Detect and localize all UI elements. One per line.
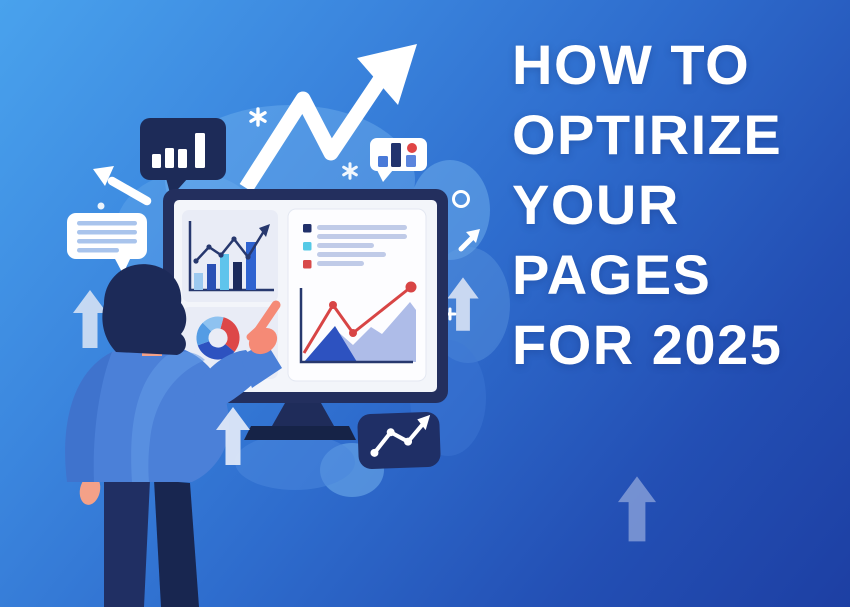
person-right-leg [154, 480, 199, 607]
dashboard-donut-chart [196, 316, 240, 360]
person-left-leg [104, 480, 150, 607]
person-pointing-hand [240, 300, 282, 388]
dashboard-area-chart [299, 281, 417, 364]
headline-line-5: FOR 2025 [512, 313, 783, 376]
headline: HOW TO OPTIRIZE YOUR PAGES FOR 2025 [512, 30, 850, 380]
headline-line-2: OPTIRIZE [512, 103, 783, 166]
circle-ring-icon [452, 190, 470, 208]
up-arrow-icon [617, 476, 657, 542]
up-arrow-icon [73, 290, 107, 348]
bar-chart-speech-bubble-icon [140, 118, 226, 197]
person-left-hand [79, 475, 101, 505]
mini-chart-speech-bubble-icon [370, 138, 427, 182]
small-dot [97, 202, 105, 210]
person-hair [102, 264, 187, 355]
up-arrow-icon [447, 277, 479, 331]
chat-lines-speech-bubble-icon [67, 213, 147, 274]
growth-zigzag-arrow-icon [239, 44, 417, 193]
up-arrow-icon [216, 407, 250, 465]
small-ne-arrow-icon [458, 229, 480, 252]
dashboard-checklist [303, 224, 407, 269]
sleeve-cuff [240, 342, 282, 388]
headline-line-3: YOUR [512, 173, 680, 236]
headline-line-4: PAGES [512, 243, 712, 306]
person-illustration [65, 264, 264, 607]
line-chart-badge-icon [357, 412, 441, 469]
dashboard-bar-chart [188, 221, 274, 292]
up-arrow-icon-group [73, 277, 657, 542]
diagonal-up-arrow-icon [93, 166, 152, 210]
monitor-stand [244, 403, 356, 440]
headline-line-1: HOW TO [512, 33, 751, 96]
